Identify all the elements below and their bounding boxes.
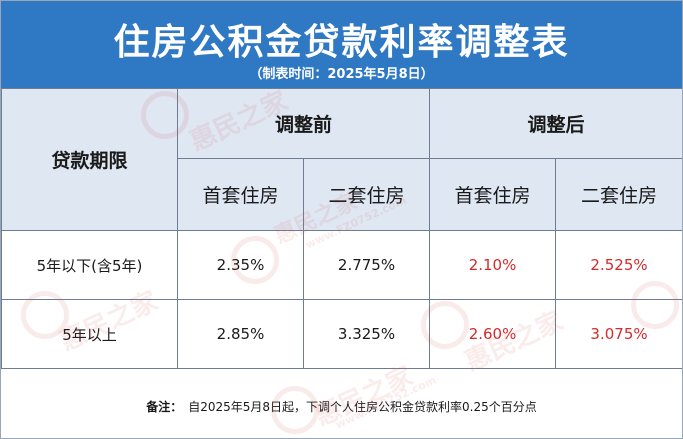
before-group-header: 调整前 [176,88,431,159]
note-label: 备注： [146,400,183,414]
note-row: 备注： 自2025年5月8日起，下调个人住房公积金贷款利率0.25个百分点 [1,368,682,438]
note-text: 自2025年5月8日起，下调个人住房公积金贷款利率0.25个百分点 [188,400,537,414]
before-first-home-header: 首套住房 [177,158,304,231]
period-cell: 5年以下(含5年) [1,230,178,300]
page-title: 住房公积金贷款利率调整表 [113,22,570,63]
title-band: 住房公积金贷款利率调整表 （制表时间：2025年5月8日） [1,1,682,88]
after-group-header: 调整后 [429,88,682,159]
after-second-rate: 2.525% [555,230,682,300]
before-second-home-header: 二套住房 [302,158,431,231]
table-header-row: 贷款期限 调整前 调整后 [1,88,682,231]
before-second-rate: 2.775% [302,230,431,300]
after-first-rate: 2.60% [429,299,557,369]
table-row: 5年以上 2.85% 3.325% 2.60% 3.075% [1,299,682,369]
period-header: 贷款期限 [1,88,178,231]
after-first-rate: 2.10% [429,230,557,300]
after-second-home-header: 二套住房 [555,158,682,231]
before-first-rate: 2.85% [177,299,304,369]
period-cell: 5年以上 [1,299,178,369]
before-second-rate: 3.325% [302,299,431,369]
table-subheader-row: 首套住房 二套住房 首套住房 二套住房 [2,158,682,231]
table-row: 5年以下(含5年) 2.35% 2.775% 2.10% 2.525% [1,230,682,300]
page-subtitle: （制表时间：2025年5月8日） [249,67,434,82]
note: 备注： 自2025年5月8日起，下调个人住房公积金贷款利率0.25个百分点 [1,398,682,415]
before-first-rate: 2.35% [177,230,304,300]
after-second-rate: 3.075% [555,299,682,369]
rate-table: 贷款期限 调整前 调整后 首套住房 二套住房 首套住房 二套住房 5年以下(含5… [1,88,682,369]
after-first-home-header: 首套住房 [429,158,557,231]
